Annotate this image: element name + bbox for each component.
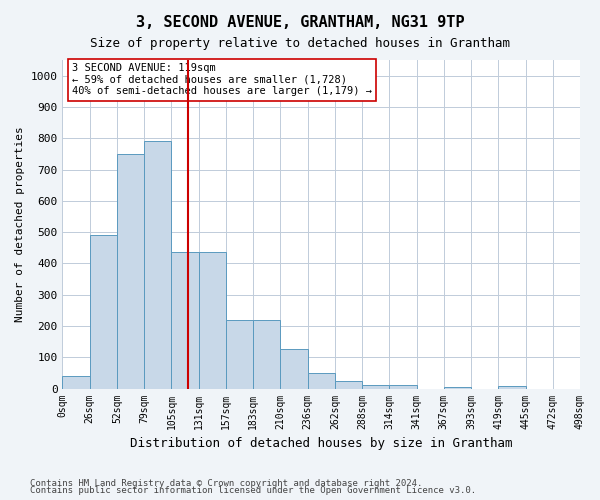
Bar xyxy=(308,373,335,388)
Text: Size of property relative to detached houses in Grantham: Size of property relative to detached ho… xyxy=(90,38,510,51)
Bar xyxy=(498,386,526,388)
Text: 3, SECOND AVENUE, GRANTHAM, NG31 9TP: 3, SECOND AVENUE, GRANTHAM, NG31 9TP xyxy=(136,15,464,30)
Bar xyxy=(199,252,226,388)
Bar xyxy=(362,385,389,388)
Bar xyxy=(117,154,144,388)
Bar xyxy=(253,320,280,388)
Bar xyxy=(62,376,89,388)
Bar xyxy=(89,235,117,388)
Text: Contains HM Land Registry data © Crown copyright and database right 2024.: Contains HM Land Registry data © Crown c… xyxy=(30,478,422,488)
Bar xyxy=(226,320,253,388)
Bar xyxy=(280,350,308,389)
Text: 3 SECOND AVENUE: 119sqm
← 59% of detached houses are smaller (1,728)
40% of semi: 3 SECOND AVENUE: 119sqm ← 59% of detache… xyxy=(72,63,372,96)
Bar xyxy=(389,386,416,388)
Y-axis label: Number of detached properties: Number of detached properties xyxy=(15,126,25,322)
Bar xyxy=(444,387,471,388)
Bar xyxy=(144,142,172,388)
Bar xyxy=(172,252,199,388)
Bar xyxy=(335,380,362,388)
X-axis label: Distribution of detached houses by size in Grantham: Distribution of detached houses by size … xyxy=(130,437,512,450)
Text: Contains public sector information licensed under the Open Government Licence v3: Contains public sector information licen… xyxy=(30,486,476,495)
